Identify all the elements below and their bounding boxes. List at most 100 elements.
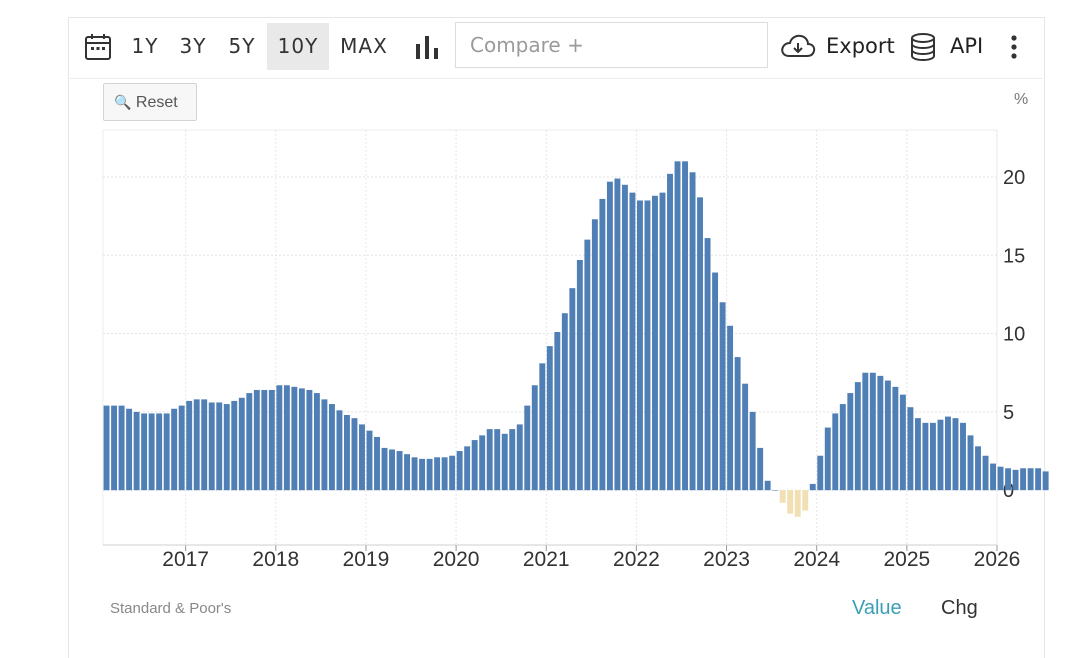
bar — [141, 413, 148, 491]
bar — [794, 490, 801, 517]
bar — [366, 430, 373, 491]
x-tick-label: 2021 — [523, 548, 570, 571]
bar — [501, 433, 508, 491]
bar-chart-icon[interactable] — [414, 33, 440, 61]
bar — [516, 424, 523, 491]
x-tick-label: 2020 — [433, 548, 480, 571]
more-vertical-icon[interactable] — [1006, 31, 1022, 63]
bar — [847, 393, 854, 491]
bar — [389, 449, 395, 491]
bar — [569, 288, 576, 491]
bar — [118, 405, 125, 491]
bar — [576, 259, 583, 491]
bar — [884, 380, 891, 491]
bar — [486, 429, 493, 491]
database-icon — [911, 33, 935, 61]
y-tick-label: 20 — [1003, 167, 1025, 189]
bar — [584, 239, 591, 491]
bar — [201, 399, 208, 491]
bar — [667, 173, 673, 491]
export-button[interactable]: Export — [780, 23, 895, 70]
bar — [344, 415, 350, 491]
compare-input[interactable] — [455, 22, 768, 68]
y-tick-label: 5 — [1003, 402, 1014, 424]
bar — [1020, 468, 1027, 491]
range-10y-button[interactable]: 10Y — [267, 23, 329, 70]
bar-chart: 0 5 10 15 20 2017 2018 2019 2020 2021 2022 2023 2024… — [102, 129, 1049, 571]
bar — [359, 424, 365, 491]
bar — [554, 332, 561, 491]
bar — [817, 455, 824, 491]
range-5y-button[interactable]: 5Y — [228, 34, 256, 58]
bar — [997, 466, 1004, 491]
bar — [276, 385, 283, 491]
bar — [982, 455, 989, 491]
bar — [832, 413, 839, 491]
bar — [682, 161, 688, 491]
bar — [306, 389, 313, 491]
bar — [914, 418, 921, 491]
bar — [636, 200, 643, 491]
bar — [599, 198, 606, 491]
bar — [734, 357, 741, 491]
bar — [854, 382, 861, 491]
bar — [899, 394, 906, 491]
bar — [892, 386, 899, 491]
bar — [772, 490, 779, 491]
bar — [1035, 468, 1042, 491]
bar — [133, 411, 140, 491]
bar — [704, 238, 711, 491]
bar — [186, 400, 193, 491]
bar — [764, 480, 771, 491]
bar — [937, 419, 944, 491]
y-tick-label: 10 — [1003, 324, 1025, 346]
y-tick-label: 15 — [1003, 245, 1025, 267]
bar — [156, 413, 163, 491]
cloud-download-icon — [781, 34, 816, 57]
tab-chg[interactable]: Chg — [941, 597, 978, 619]
data-source-label: Standard & Poor's — [110, 600, 232, 617]
api-button[interactable]: API — [908, 23, 988, 70]
bar — [952, 418, 959, 491]
x-tick-label: 2019 — [343, 548, 390, 571]
bar — [336, 410, 343, 491]
bar — [757, 447, 764, 491]
bar — [464, 446, 471, 491]
bar — [539, 363, 546, 491]
bar — [621, 184, 628, 491]
bar — [163, 413, 170, 491]
bar — [456, 451, 463, 491]
bar — [877, 375, 884, 491]
bar — [246, 393, 253, 491]
bar — [907, 407, 914, 491]
y-unit-label: % — [1014, 91, 1029, 108]
api-label: API — [950, 34, 984, 58]
range-1y-button[interactable]: 1Y — [131, 34, 159, 58]
bar — [1012, 469, 1019, 491]
range-max-button[interactable]: MAX — [340, 34, 388, 58]
range-3y-button[interactable]: 3Y — [179, 34, 207, 58]
bar — [824, 427, 831, 491]
bar — [171, 408, 178, 491]
bar — [802, 490, 809, 511]
bar — [261, 389, 268, 491]
calendar-icon[interactable] — [84, 32, 112, 62]
bar — [591, 219, 598, 491]
bar — [659, 192, 666, 491]
bar — [283, 385, 290, 491]
tab-value[interactable]: Value — [852, 597, 902, 619]
bar — [381, 447, 388, 491]
bar — [208, 402, 215, 491]
bar — [967, 435, 974, 491]
reset-zoom-button[interactable]: 🔍 Reset — [103, 83, 197, 121]
bar — [779, 490, 786, 503]
bar — [231, 400, 238, 491]
bar — [321, 399, 328, 491]
bar — [1027, 468, 1034, 491]
bar — [749, 411, 756, 491]
bar — [869, 372, 876, 491]
bar — [652, 195, 658, 491]
bar — [509, 429, 516, 491]
x-tick-label: 2024 — [793, 548, 840, 571]
bar — [404, 454, 411, 491]
